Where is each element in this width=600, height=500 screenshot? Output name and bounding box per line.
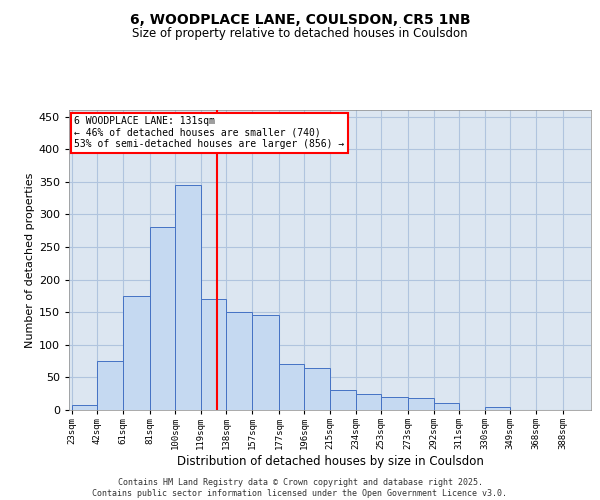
- Bar: [485, 406, 510, 410]
- Bar: [226, 312, 252, 410]
- Bar: [330, 390, 356, 410]
- Bar: [381, 397, 408, 410]
- Text: 6, WOODPLACE LANE, COULSDON, CR5 1NB: 6, WOODPLACE LANE, COULSDON, CR5 1NB: [130, 12, 470, 26]
- Bar: [71, 405, 97, 410]
- Bar: [408, 398, 434, 410]
- Bar: [175, 185, 201, 410]
- Bar: [356, 394, 381, 410]
- Bar: [279, 364, 304, 410]
- Bar: [304, 368, 330, 410]
- X-axis label: Distribution of detached houses by size in Coulsdon: Distribution of detached houses by size …: [176, 455, 484, 468]
- Text: Size of property relative to detached houses in Coulsdon: Size of property relative to detached ho…: [132, 28, 468, 40]
- Bar: [123, 296, 150, 410]
- Text: 6 WOODPLACE LANE: 131sqm
← 46% of detached houses are smaller (740)
53% of semi-: 6 WOODPLACE LANE: 131sqm ← 46% of detach…: [74, 116, 344, 149]
- Bar: [252, 316, 279, 410]
- Y-axis label: Number of detached properties: Number of detached properties: [25, 172, 35, 348]
- Bar: [434, 404, 459, 410]
- Text: Contains HM Land Registry data © Crown copyright and database right 2025.
Contai: Contains HM Land Registry data © Crown c…: [92, 478, 508, 498]
- Bar: [150, 228, 175, 410]
- Bar: [97, 361, 123, 410]
- Bar: [201, 299, 226, 410]
